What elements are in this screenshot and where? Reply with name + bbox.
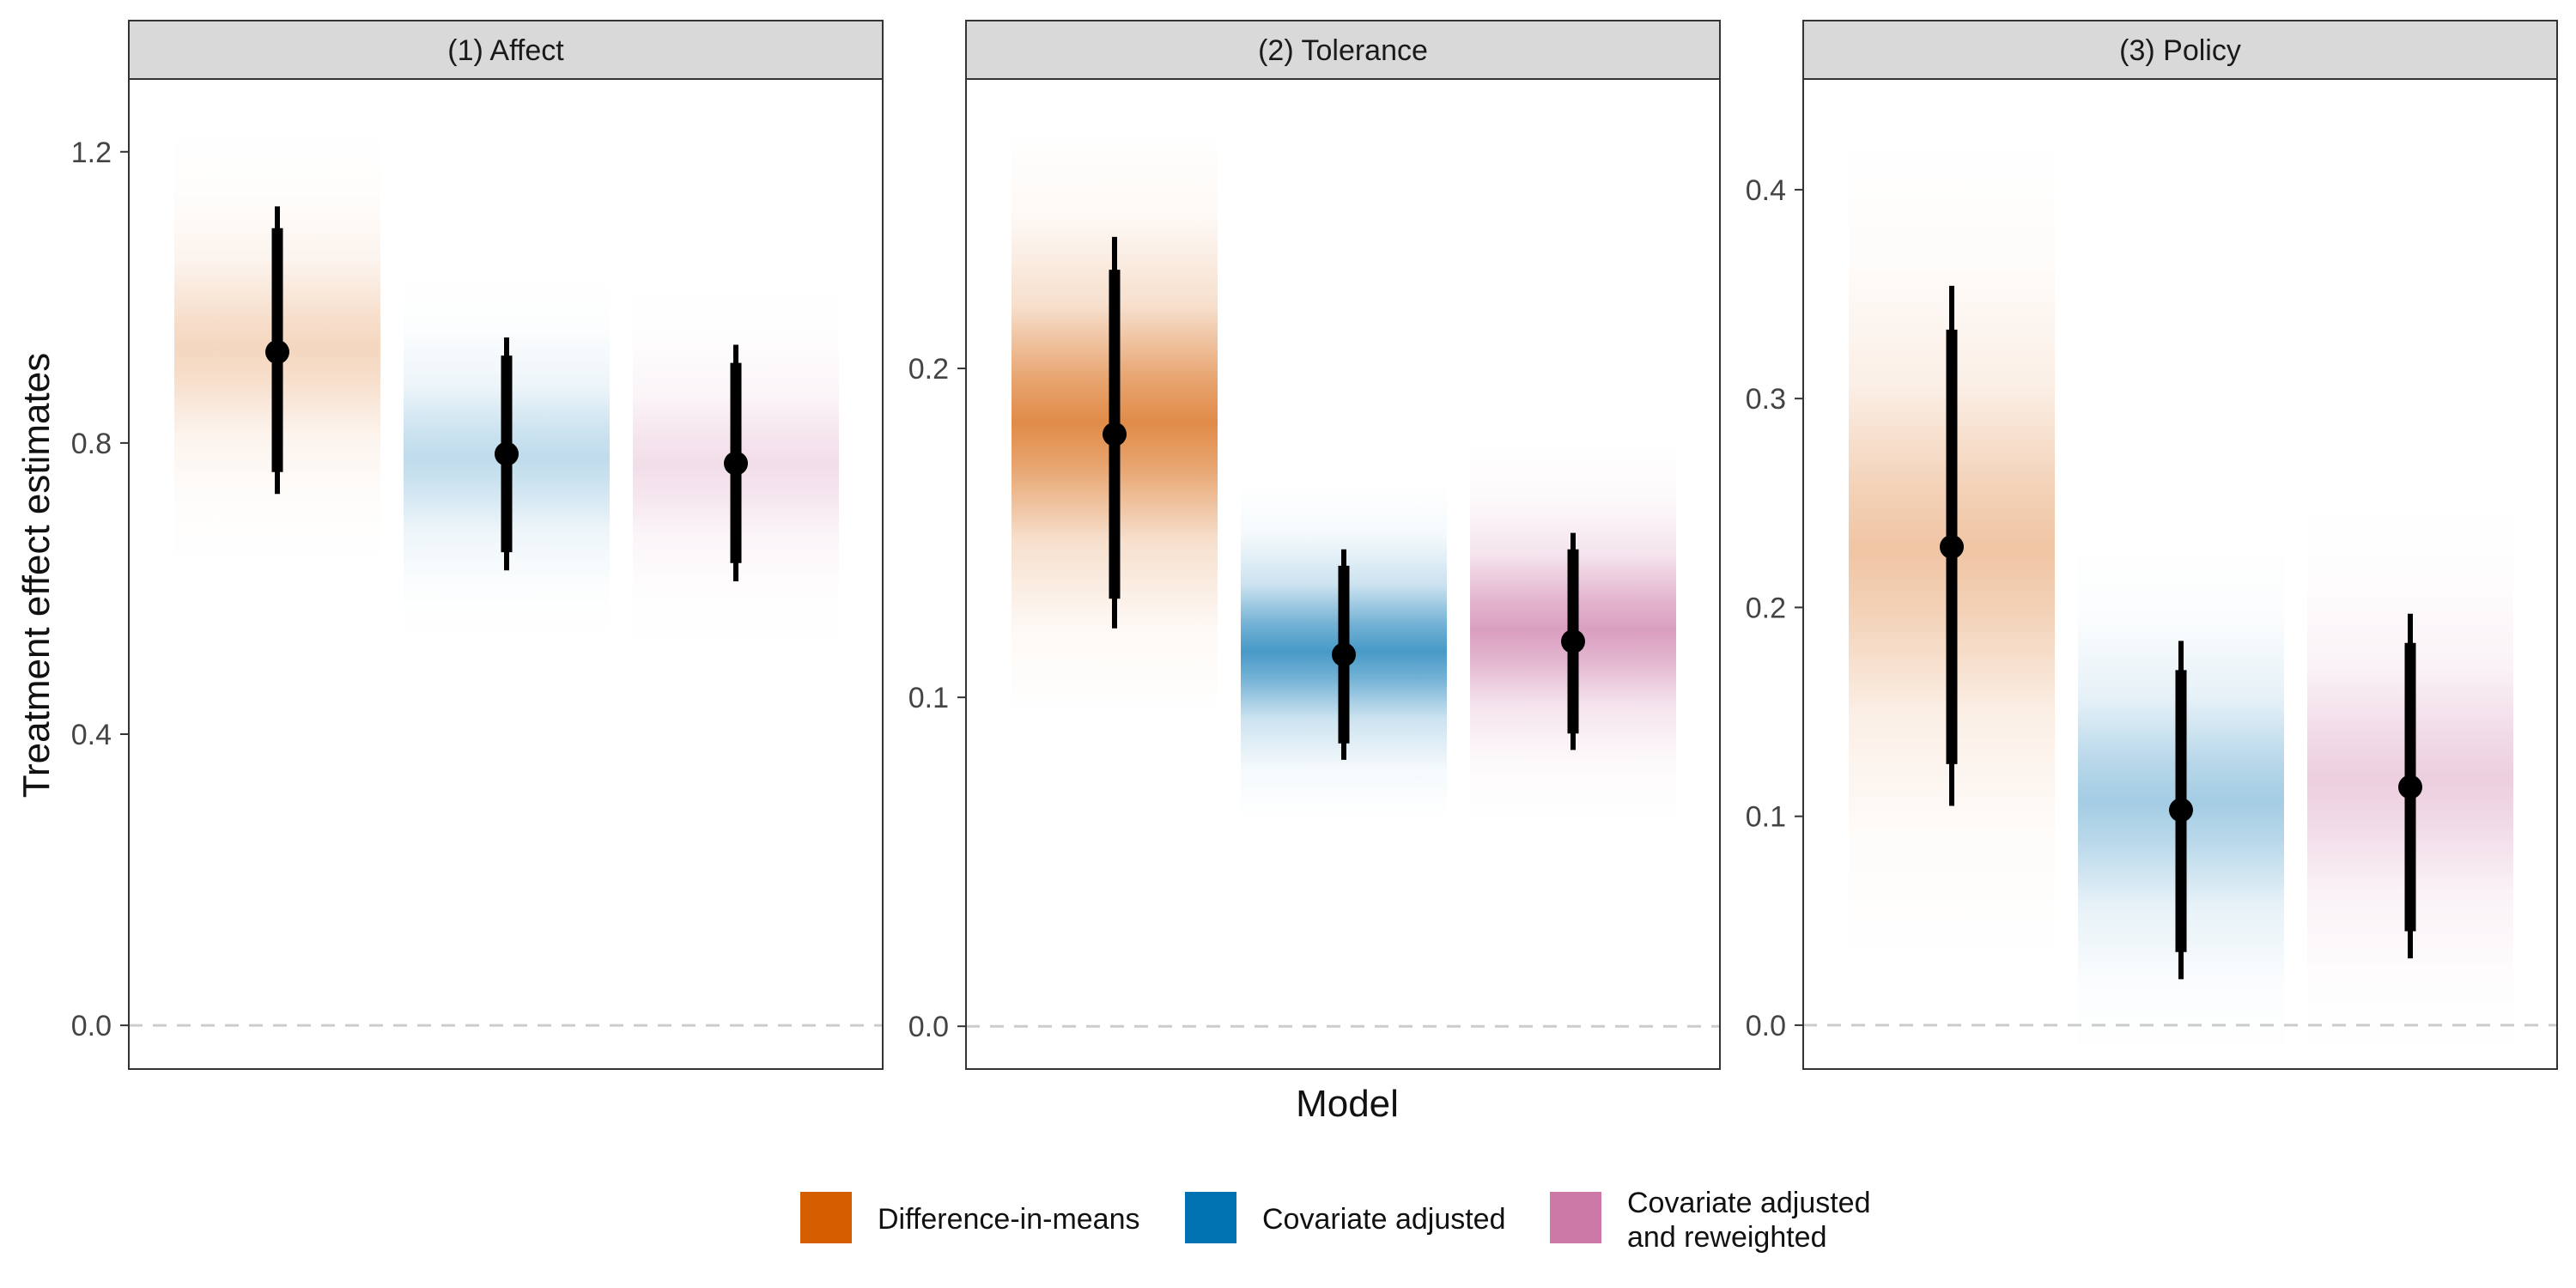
legend-item-1: Difference-in-means bbox=[800, 1192, 1140, 1243]
point-estimate bbox=[265, 339, 289, 364]
y-tick-label: 0.2 bbox=[908, 353, 949, 386]
facet-panel-2: (2) Tolerance 0.0 0.1 0.2 bbox=[908, 20, 1721, 1070]
facet-strip bbox=[128, 20, 884, 80]
y-tick-label: 0.0 bbox=[1746, 1010, 1786, 1042]
point-estimate bbox=[2398, 775, 2422, 799]
legend-label: and reweighted bbox=[1627, 1221, 1827, 1254]
y-tick-label: 1.2 bbox=[71, 137, 112, 169]
facet-strip bbox=[1802, 20, 2558, 80]
y-tick-label: 0.4 bbox=[71, 719, 112, 751]
y-tick-label: 0.0 bbox=[908, 1011, 949, 1043]
y-tick-label: 0.8 bbox=[71, 428, 112, 460]
facet-strip-title: (3) Policy bbox=[2119, 34, 2241, 67]
legend-label: Covariate adjusted bbox=[1627, 1187, 1871, 1219]
legend-swatch bbox=[1550, 1192, 1601, 1243]
legend-swatch bbox=[800, 1192, 852, 1243]
point-estimate bbox=[1940, 534, 1964, 559]
y-tick-label: 0.1 bbox=[908, 682, 949, 714]
point-estimate bbox=[495, 441, 519, 466]
facet-strip-title: (2) Tolerance bbox=[1258, 34, 1428, 67]
point-estimate bbox=[1103, 422, 1127, 447]
point-estimate bbox=[724, 451, 748, 476]
y-tick-label: 0.3 bbox=[1746, 383, 1786, 416]
facet-panel-1: (1) Affect 0.0 0.4 0.8 1.2 bbox=[71, 20, 884, 1070]
facet-strip-title: (1) Affect bbox=[447, 34, 564, 67]
y-tick-label: 0.0 bbox=[71, 1010, 112, 1042]
y-tick-label: 0.2 bbox=[1746, 592, 1786, 624]
facet-panel-3: (3) Policy 0.0 0.1 0.2 0.3 0.4 bbox=[1746, 20, 2558, 1070]
legend-label: Covariate adjusted bbox=[1262, 1203, 1506, 1236]
legend-swatch bbox=[1185, 1192, 1236, 1243]
panel-border bbox=[128, 78, 884, 1070]
y-tick-label: 0.1 bbox=[1746, 801, 1786, 834]
x-axis-title: Model bbox=[1296, 1083, 1399, 1125]
panels-layer: (1) Affect 0.0 0.4 0.8 1.2 (2) Tolerance 0.0 0.… bbox=[71, 20, 2558, 1070]
facet-strip bbox=[965, 20, 1721, 80]
point-estimate bbox=[2169, 798, 2193, 823]
legend-item-2: Covariate adjusted bbox=[1185, 1192, 1506, 1243]
point-estimate bbox=[1561, 629, 1585, 654]
panel-border bbox=[1802, 78, 2558, 1070]
point-estimate bbox=[1332, 642, 1356, 667]
legend-label: Difference-in-means bbox=[878, 1203, 1140, 1236]
panel-border bbox=[965, 78, 1721, 1070]
y-tick-label: 0.4 bbox=[1746, 174, 1786, 207]
legend: Difference-in-means Covariate adjusted Cov… bbox=[800, 1187, 1871, 1254]
y-axis-title: Treatment effect estimates bbox=[15, 353, 58, 798]
